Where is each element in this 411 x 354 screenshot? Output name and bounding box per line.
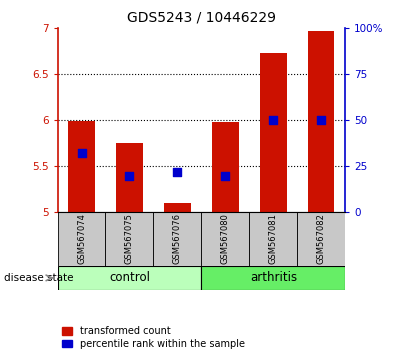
Title: GDS5243 / 10446229: GDS5243 / 10446229: [127, 10, 276, 24]
Bar: [164, 203, 191, 212]
Bar: [116, 143, 143, 212]
Text: GSM567082: GSM567082: [317, 213, 326, 264]
Point: [78, 151, 85, 156]
Point: [318, 118, 325, 123]
Bar: [212, 122, 238, 212]
Bar: [308, 31, 335, 212]
Text: GSM567074: GSM567074: [77, 213, 86, 264]
Point: [174, 169, 181, 175]
Bar: [249, 212, 297, 266]
Bar: [153, 212, 201, 266]
Bar: [260, 53, 286, 212]
Bar: [68, 121, 95, 212]
Text: control: control: [109, 272, 150, 284]
Point: [270, 118, 277, 123]
Bar: [58, 266, 201, 290]
Text: GSM567081: GSM567081: [269, 213, 278, 264]
Legend: transformed count, percentile rank within the sample: transformed count, percentile rank withi…: [62, 326, 245, 349]
Bar: [106, 212, 153, 266]
Bar: [201, 266, 345, 290]
Text: GSM567080: GSM567080: [221, 213, 230, 264]
Point: [222, 173, 229, 178]
Text: GSM567076: GSM567076: [173, 213, 182, 264]
Point: [126, 173, 133, 178]
Bar: [297, 212, 345, 266]
Text: arthritis: arthritis: [250, 272, 297, 284]
Bar: [201, 212, 249, 266]
Text: disease state: disease state: [4, 273, 74, 283]
Text: GSM567075: GSM567075: [125, 213, 134, 264]
Bar: [58, 212, 106, 266]
